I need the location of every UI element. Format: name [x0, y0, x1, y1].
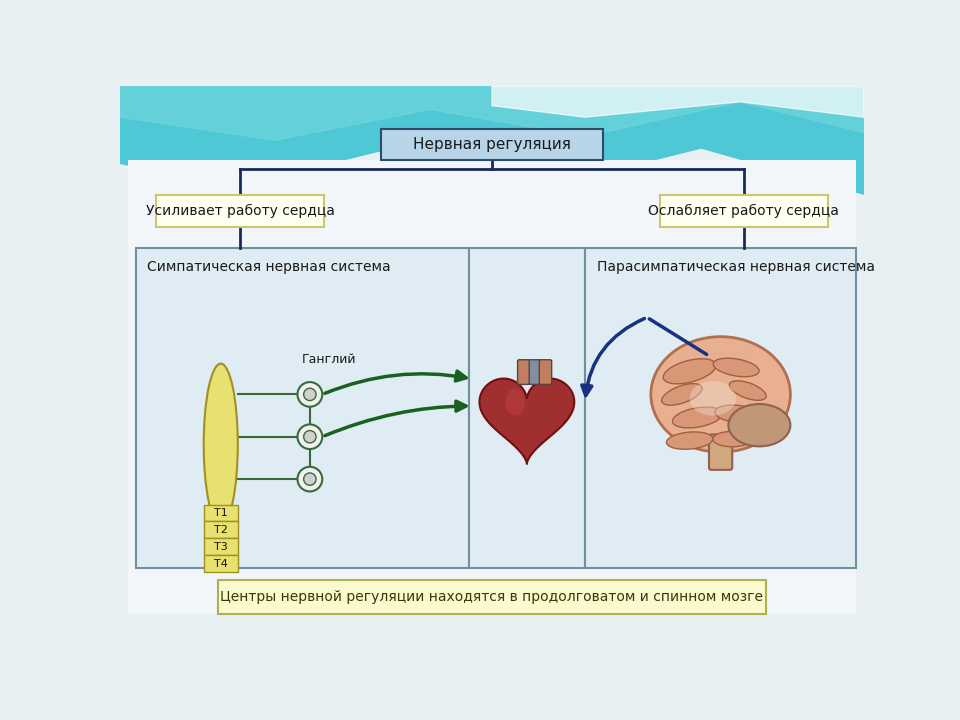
Circle shape [298, 424, 323, 449]
FancyBboxPatch shape [128, 160, 856, 614]
Ellipse shape [651, 337, 790, 452]
FancyBboxPatch shape [204, 505, 238, 521]
Text: T3: T3 [214, 542, 228, 552]
Ellipse shape [713, 431, 752, 446]
Text: Симпатическая нервная система: Симпатическая нервная система [147, 260, 391, 274]
Polygon shape [492, 86, 864, 117]
Circle shape [298, 382, 323, 407]
Text: Центры нервной регуляции находятся в продолговатом и спинном мозге: Центры нервной регуляции находятся в про… [221, 590, 763, 604]
Polygon shape [120, 86, 864, 194]
Ellipse shape [673, 407, 722, 428]
Text: T1: T1 [214, 508, 228, 518]
FancyBboxPatch shape [204, 555, 238, 572]
Text: Усиливает работу сердца: Усиливает работу сердца [146, 204, 335, 218]
Ellipse shape [663, 359, 716, 384]
FancyBboxPatch shape [156, 195, 324, 228]
Circle shape [303, 431, 316, 443]
Ellipse shape [666, 432, 712, 449]
FancyBboxPatch shape [660, 195, 828, 228]
Ellipse shape [730, 381, 766, 400]
Text: T2: T2 [214, 525, 228, 535]
FancyBboxPatch shape [381, 129, 603, 160]
Ellipse shape [713, 358, 759, 377]
Ellipse shape [689, 381, 736, 415]
FancyBboxPatch shape [135, 248, 468, 567]
FancyBboxPatch shape [529, 360, 541, 384]
Text: Нервная регуляция: Нервная регуляция [413, 137, 571, 152]
Text: T4: T4 [214, 559, 228, 569]
Circle shape [298, 467, 323, 492]
Ellipse shape [729, 404, 790, 446]
Text: Ослабляет работу сердца: Ослабляет работу сердца [648, 204, 839, 218]
Ellipse shape [661, 384, 702, 405]
FancyBboxPatch shape [219, 580, 765, 614]
Text: Ганглий: Ганглий [302, 354, 356, 366]
Ellipse shape [506, 389, 525, 415]
Polygon shape [479, 379, 574, 464]
Ellipse shape [715, 405, 757, 423]
FancyBboxPatch shape [204, 521, 238, 539]
FancyBboxPatch shape [709, 434, 732, 470]
Text: Парасимпатическая нервная система: Парасимпатическая нервная система [596, 260, 875, 274]
FancyBboxPatch shape [204, 539, 238, 555]
FancyBboxPatch shape [468, 248, 585, 567]
FancyBboxPatch shape [585, 248, 856, 567]
FancyBboxPatch shape [517, 360, 530, 384]
Circle shape [303, 473, 316, 485]
Polygon shape [120, 86, 864, 140]
Ellipse shape [204, 364, 238, 526]
FancyBboxPatch shape [540, 360, 552, 384]
Circle shape [303, 388, 316, 400]
